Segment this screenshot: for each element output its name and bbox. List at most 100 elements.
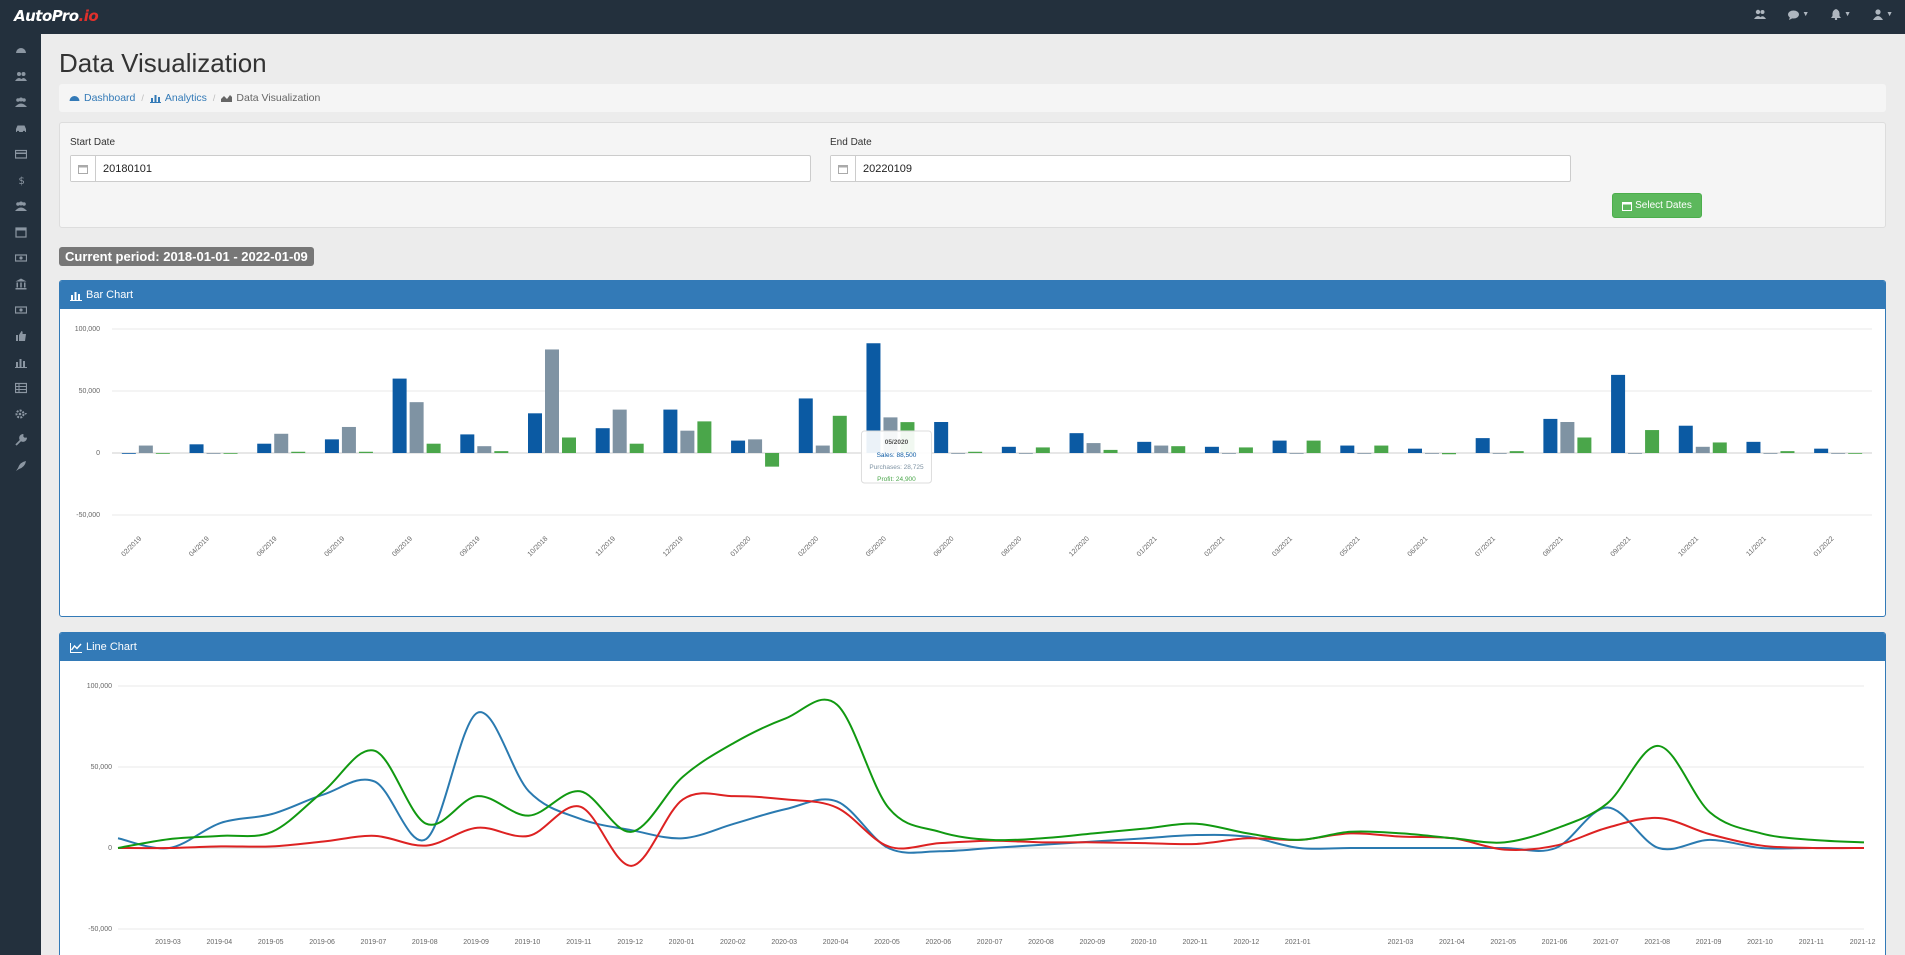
bar-purchases [815,445,830,453]
bar-purchases [1289,453,1304,454]
x-tick-label: 06/2020 [933,535,956,558]
end-date-group: End Date [830,137,1571,182]
bar-sales [257,443,272,453]
x-tick-label: 2021-10 [1747,939,1773,946]
bar-profit [629,443,644,453]
x-tick-label: 2021-12 [1850,939,1876,946]
bar-sales [324,439,339,453]
x-tick-label: 2020-03 [771,939,797,946]
breadcrumb-dashboard[interactable]: Dashboard [69,92,135,104]
end-date-field[interactable] [830,155,1571,182]
select-dates-button[interactable]: Select Dates [1612,193,1702,218]
money-icon[interactable] [0,300,41,320]
dollar-icon[interactable]: $ [0,170,41,190]
bar-profit [1374,445,1389,453]
group-icon[interactable] [0,196,41,216]
card-icon[interactable] [0,144,41,164]
start-date-group: Start Date [70,137,811,182]
users-icon[interactable] [1754,9,1767,20]
user-icon[interactable]: ▼ [1873,9,1893,20]
x-tick-label: 2019-05 [258,939,284,946]
x-tick-label: 2021-01 [1285,939,1311,946]
bar-sales [595,428,610,453]
bar-profit [1306,440,1321,453]
dashboard-icon[interactable] [0,40,41,60]
bar-sales [798,398,813,453]
x-tick-label: 2020-10 [1131,939,1157,946]
x-tick-label: 2021-03 [1388,939,1414,946]
bar-profit [1171,446,1186,453]
wrench-icon[interactable] [0,430,41,450]
x-tick-label: 2021-07 [1593,939,1619,946]
x-tick-label: 05/2020 [865,535,888,558]
bar-sales [663,409,678,453]
select-dates-label: Select Dates [1635,200,1692,211]
start-date-input[interactable] [96,156,810,181]
bar-sales [934,422,949,453]
start-date-field[interactable] [70,155,811,182]
money-icon[interactable] [0,248,41,268]
bar-chart-title: Bar Chart [86,289,134,301]
bar-purchases [1492,453,1507,454]
bar-purchases [680,430,695,453]
bar-sales [1069,433,1084,453]
bar-sales [1678,425,1693,453]
table-icon[interactable] [0,378,41,398]
start-date-label: Start Date [70,137,116,148]
car-icon[interactable] [0,118,41,138]
x-tick-label: 06/2019 [256,535,279,558]
x-tick-label: 2019-09 [463,939,489,946]
line-chart-panel: Line Chart 100,000 50,000 0 -50,000 2019-03 2… [59,632,1886,955]
x-tick-label: 02/2020 [797,535,820,558]
calendar-icon [1622,201,1633,211]
x-tick-label: 01/2021 [1136,535,1159,558]
bar-profit [1645,430,1660,453]
bar-sales [1746,441,1761,453]
bar-sales [189,444,204,453]
chevron-down-icon: ▼ [1886,11,1893,18]
gear-icon[interactable] [0,404,41,424]
line-sales [117,711,1865,854]
bar-tooltip: 05/2020 Sales: 88,500 Purchases: 28,725 Pro… [860,430,932,484]
breadcrumb-separator: / [141,93,144,103]
rocket-icon[interactable] [0,456,41,476]
line-chart: 100,000 50,000 0 -50,000 2019-03 2019-04 2019-… [87,683,1876,946]
tooltip-box [860,430,932,484]
bar-purchases [1695,446,1710,453]
chat-icon[interactable]: ▼ [1788,9,1809,20]
x-tick-label: 10/2021 [1677,535,1700,558]
bar-sales [392,378,407,453]
x-tick-label: 2020-01 [669,939,695,946]
y-tick-label: 0 [96,450,100,457]
end-date-input[interactable] [856,156,1570,181]
x-tick-label: 12/2020 [1068,535,1091,558]
calendar-icon[interactable] [0,222,41,242]
bar-purchases [545,349,559,453]
calendar-icon [71,156,96,181]
bar-purchases [138,445,153,453]
calendar-icon [831,156,856,181]
bar-purchases [409,402,424,453]
sidebar: $ [0,34,41,955]
bar-purchases [1221,453,1236,454]
x-tick-label: 2019-08 [412,939,438,946]
bar-chart-icon[interactable] [0,352,41,372]
bar-chart-icon [70,291,82,301]
group-icon[interactable] [0,92,41,112]
breadcrumb-analytics[interactable]: Analytics [149,92,207,104]
bar-profit [1712,442,1727,453]
chevron-down-icon: ▼ [1844,11,1852,18]
x-tick-label: 06/2021 [1407,535,1430,558]
bar-sales [731,440,746,453]
breadcrumb: Dashboard / Analytics / Data Visualizati… [59,84,1886,112]
bank-icon[interactable] [0,274,41,294]
x-tick-label: 2019-03 [155,939,181,946]
bell-icon[interactable]: ▼ [1831,9,1851,20]
area-chart-icon [221,95,233,102]
bar-profit [358,451,373,453]
dashboard-icon [69,96,80,101]
thumbs-up-icon[interactable] [0,326,41,346]
users-icon[interactable] [0,66,41,86]
x-tick-label: 2021-08 [1644,939,1670,946]
app-logo[interactable]: AutoPro.io [14,7,99,25]
